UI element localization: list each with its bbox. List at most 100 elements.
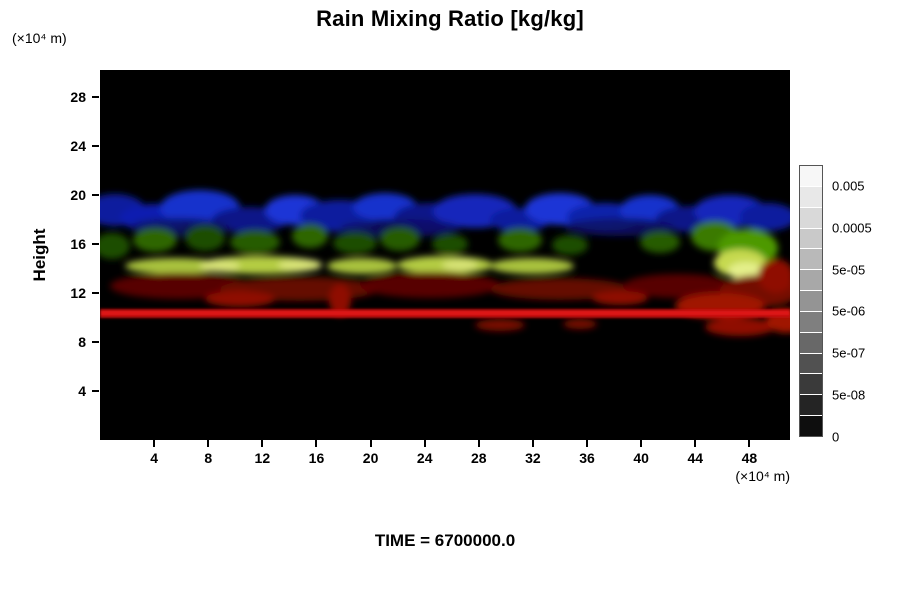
rain-cell: [380, 227, 420, 251]
y-tick-label: 4: [78, 382, 86, 399]
x-tick-label: 48: [741, 450, 758, 466]
rain-cell: [490, 258, 574, 274]
colorbar-segment: [800, 332, 822, 354]
colorbar-segment: [800, 270, 822, 292]
rain-cell: [278, 259, 322, 271]
x-tick-mark: [477, 440, 480, 447]
rain-cell: [475, 319, 525, 331]
colorbar-segment: [800, 228, 822, 250]
rain-cell: [230, 230, 280, 254]
y-tick-label: 24: [70, 137, 86, 154]
y-tick-mark: [92, 389, 99, 392]
rain-cell: [640, 231, 680, 253]
y-tick-label: 28: [70, 88, 86, 105]
rain-cell: [292, 224, 328, 248]
rain-cell: [623, 274, 733, 298]
x-tick-mark: [694, 440, 697, 447]
x-tick-label: 16: [308, 450, 325, 466]
plot-background: [100, 70, 790, 440]
x-axis: 4 8 12 16 20 24 28 32 36 40 44 48: [100, 440, 790, 474]
rain-cell: [705, 318, 775, 336]
rain-cell: [432, 234, 468, 254]
x-tick-mark: [423, 440, 426, 447]
x-tick-mark: [153, 440, 156, 447]
rain-cell: [329, 284, 351, 316]
rain-cell: [563, 319, 597, 329]
x-tick-mark: [586, 440, 589, 447]
y-axis: 28 24 20 16 12 8 4: [0, 70, 100, 440]
x-tick-label: 12: [254, 450, 271, 466]
y-tick-mark: [92, 340, 99, 343]
colorbar-segment: [800, 416, 822, 436]
x-tick-mark: [640, 440, 643, 447]
x-tick-label: 44: [687, 450, 704, 466]
colorbar-segment: [800, 166, 822, 187]
rain-cell: [758, 259, 790, 293]
rain-cell: [490, 278, 630, 300]
y-tick-label: 8: [78, 333, 86, 350]
colorbar-label: 5e-05: [832, 262, 866, 278]
rain-cell: [125, 258, 225, 274]
rain-field-blobs: [100, 190, 790, 336]
x-tick-mark: [207, 440, 210, 447]
rain-cell: [442, 260, 478, 270]
rain-cell: [100, 233, 130, 259]
colorbar-label: 5e-06: [832, 303, 866, 319]
colorbar-segment: [800, 395, 822, 417]
colorbar-labels: 0.005 0.0005 5e-05 5e-06 5e-07 5e-08 0: [832, 165, 896, 444]
rain-cell: [133, 228, 177, 252]
y-tick-mark: [92, 193, 99, 196]
rain-cell: [360, 272, 500, 298]
colorbar-segment: [800, 291, 822, 312]
x-tick-mark: [369, 440, 372, 447]
y-tick-mark: [92, 242, 99, 245]
x-tick-mark: [748, 440, 751, 447]
colorbar-label: 5e-08: [832, 387, 866, 403]
rain-field-plot: [100, 70, 790, 440]
rain-cell: [565, 218, 675, 236]
colorbar-segment: [800, 207, 822, 229]
rain-cell: [592, 291, 648, 305]
colorbar-label: 5e-07: [832, 345, 866, 361]
rain-cell: [552, 235, 588, 255]
y-tick-mark: [92, 95, 99, 98]
rain-cell: [185, 225, 225, 251]
y-tick-label: 16: [70, 235, 86, 252]
colorbar-segment: [800, 353, 822, 375]
rain-cell: [110, 273, 250, 299]
rain-cell: [740, 203, 790, 231]
y-axis-units: (×10⁴ m): [12, 30, 67, 46]
rain-stripe: [100, 311, 790, 315]
rain-field-stripe: [100, 309, 790, 318]
rain-cell: [200, 260, 240, 272]
colorbar: [799, 165, 823, 437]
y-tick-label: 20: [70, 186, 86, 203]
colorbar-label: 0.0005: [832, 220, 872, 236]
rain-cell: [333, 232, 377, 254]
x-tick-label: 32: [525, 450, 541, 466]
x-tick-label: 40: [633, 450, 649, 466]
x-tick-label: 4: [150, 450, 159, 466]
y-tick-label: 12: [70, 284, 86, 301]
y-tick-mark: [92, 144, 99, 147]
colorbar-segment: [800, 249, 822, 271]
colorbar-label: 0.005: [832, 178, 865, 194]
x-axis-units: (×10⁴ m): [735, 468, 790, 484]
colorbar-label: 0: [832, 429, 840, 445]
x-tick-label: 24: [416, 450, 433, 466]
colorbar-segment: [800, 311, 822, 333]
x-tick-mark: [315, 440, 318, 447]
x-tick-label: 8: [204, 450, 213, 466]
colorbar-segment: [800, 186, 822, 208]
x-tick-label: 28: [471, 450, 487, 466]
x-tick-mark: [261, 440, 264, 447]
plot-area: [100, 70, 790, 440]
colorbar-segment: [800, 374, 822, 396]
chart-title: Rain Mixing Ratio [kg/kg]: [316, 6, 584, 31]
rain-cell: [327, 258, 397, 274]
rain-cell: [498, 228, 542, 252]
x-tick-mark: [531, 440, 534, 447]
x-tick-label: 36: [579, 450, 595, 466]
rain-cell: [205, 291, 275, 307]
